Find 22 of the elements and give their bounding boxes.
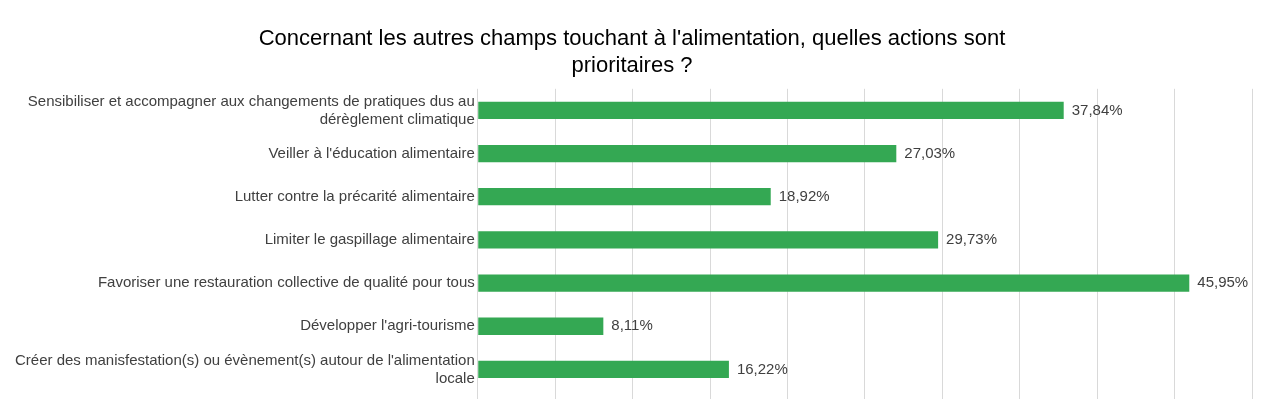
bar (478, 360, 729, 379)
y-tick-label: Développer l'agri-tourisme (300, 316, 475, 334)
bar (478, 144, 897, 163)
bar (478, 317, 604, 335)
y-tick-label: Créer des manisfestation(s) ou évènement(s) autour de l'alimentation locale (14, 350, 475, 386)
bar (478, 101, 1064, 120)
data-label: 8,11% (611, 316, 653, 334)
chart-title: Concernant les autres champs touchant à l'alimentation, quelles actions sont prioritaires ? (258, 25, 1006, 77)
y-tick-label: Favoriser une restauration collective de qualité pour tous (97, 273, 475, 291)
data-label: 18,92% (778, 186, 830, 204)
data-label: 37,84% (1071, 100, 1123, 118)
data-label: 27,03% (904, 143, 956, 161)
y-tick-label: Limiter le gaspillage alimentaire (264, 230, 475, 248)
data-label: 29,73% (946, 230, 997, 248)
bar (478, 231, 939, 249)
data-label: 16,22% (736, 359, 788, 377)
data-label: 45,95% (1197, 273, 1249, 291)
y-tick-label: Veiller à l'éducation alimentaire (268, 143, 475, 161)
bar (478, 188, 771, 206)
y-tick-label: Lutter contre la précarité alimentaire (234, 186, 475, 204)
y-tick-label: Sensibiliser et accompagner aux changements de pratiques dus au dérèglement climatique (27, 91, 475, 127)
bar (478, 274, 1190, 292)
